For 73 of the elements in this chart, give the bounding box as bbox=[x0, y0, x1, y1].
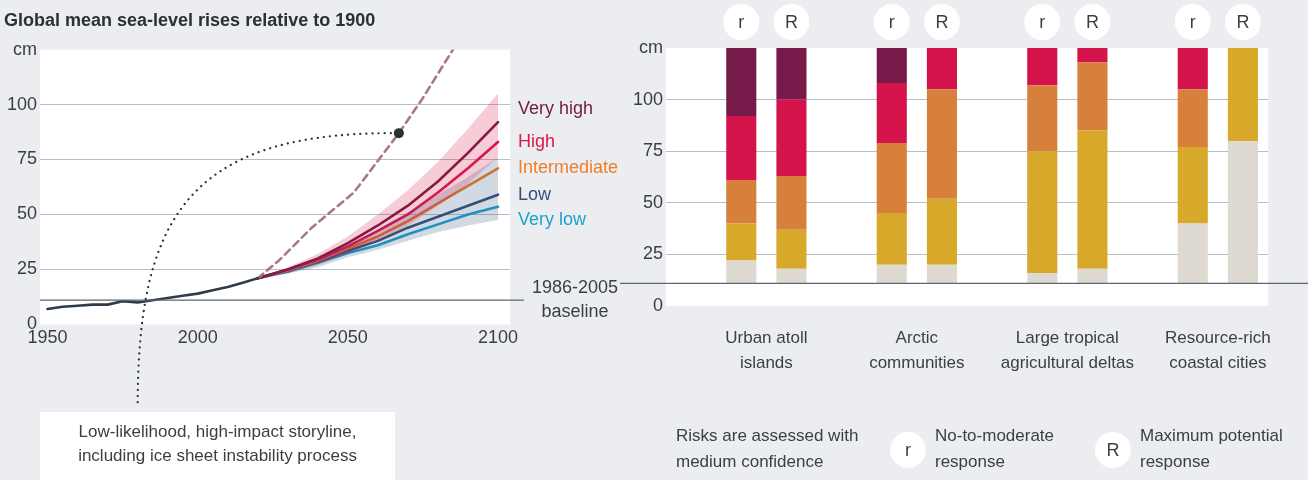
bar bbox=[1227, 140, 1258, 284]
annotation: Low-likelihood, high-impact storyline, including ice sheet instability process bbox=[78, 421, 357, 465]
x-tick-label: R bbox=[1236, 11, 1250, 32]
line-series bbox=[256, 49, 455, 280]
x-tick-label: 2050 bbox=[327, 327, 368, 348]
bar bbox=[1227, 48, 1258, 141]
text: Maximum potential response bbox=[1140, 425, 1283, 471]
bar bbox=[726, 116, 757, 181]
y-tick-label: cm bbox=[639, 36, 664, 57]
bar bbox=[1077, 130, 1108, 269]
bar bbox=[1077, 268, 1108, 284]
bar bbox=[1027, 85, 1058, 152]
chart-title: Global mean sea-level rises relative to 1900 bbox=[4, 9, 376, 30]
series-label: Intermediate bbox=[518, 157, 619, 178]
bar bbox=[726, 48, 757, 117]
text: Resource-rich coastal cities bbox=[1164, 327, 1271, 372]
series-label: Low bbox=[518, 183, 553, 204]
bar bbox=[1177, 89, 1208, 148]
bar bbox=[1177, 147, 1208, 224]
bar bbox=[776, 99, 807, 176]
bar bbox=[876, 48, 907, 84]
x-tick-label: 2100 bbox=[477, 327, 519, 348]
y-tick-label: 0 bbox=[653, 294, 664, 315]
y-tick-label: 100 bbox=[6, 93, 38, 114]
bar bbox=[1077, 62, 1108, 131]
bar bbox=[776, 268, 807, 284]
text: Urban atoll islands bbox=[725, 327, 808, 372]
y-tick-label: 100 bbox=[632, 88, 664, 109]
bar bbox=[926, 48, 957, 90]
x-tick-label: R bbox=[935, 11, 949, 32]
bar bbox=[726, 180, 757, 224]
series-label: High bbox=[518, 130, 556, 151]
series-label: Very low bbox=[518, 208, 588, 229]
x-tick-label: 2000 bbox=[177, 327, 218, 348]
y-tick-label: 75 bbox=[17, 148, 38, 169]
bar bbox=[1077, 48, 1108, 63]
x-tick-label: r bbox=[1189, 11, 1196, 32]
bar bbox=[1027, 272, 1058, 284]
series-label: Very high bbox=[518, 97, 594, 118]
y-tick-label: 25 bbox=[17, 258, 38, 279]
bar bbox=[776, 48, 807, 100]
bar bbox=[1027, 151, 1058, 273]
bar bbox=[1027, 48, 1058, 86]
bar bbox=[1177, 223, 1208, 284]
bar bbox=[1177, 48, 1208, 90]
y-tick-label: 75 bbox=[643, 140, 664, 161]
x-tick-label: r bbox=[738, 11, 745, 32]
category-label: r bbox=[905, 439, 911, 460]
bar bbox=[926, 89, 957, 199]
category-label: R bbox=[1106, 439, 1120, 460]
bar bbox=[876, 213, 907, 265]
x-tick-label: r bbox=[888, 11, 895, 32]
x-tick-label: R bbox=[784, 11, 798, 32]
y-tick-label: 25 bbox=[643, 243, 664, 264]
y-tick-label: cm bbox=[13, 38, 38, 59]
text: No-to-moderate response bbox=[935, 425, 1055, 471]
x-tick-label: R bbox=[1085, 11, 1099, 32]
ref-line-label: 1986-2005 baseline bbox=[531, 277, 619, 322]
bar bbox=[876, 142, 907, 214]
bar bbox=[726, 223, 757, 261]
bar bbox=[776, 229, 807, 269]
bar bbox=[726, 260, 757, 284]
text: Risks are assessed with medium confidence bbox=[676, 425, 859, 471]
x-tick-label: r bbox=[1039, 11, 1046, 32]
bar bbox=[926, 264, 957, 284]
y-tick-label: 50 bbox=[643, 191, 664, 212]
bar bbox=[926, 198, 957, 265]
text: Large tropical agricultural deltas bbox=[1000, 327, 1134, 372]
bar bbox=[876, 264, 907, 284]
y-tick-label: 50 bbox=[17, 203, 38, 224]
bar bbox=[776, 175, 807, 230]
text: Arctic communities bbox=[869, 327, 965, 372]
bar bbox=[876, 83, 907, 143]
